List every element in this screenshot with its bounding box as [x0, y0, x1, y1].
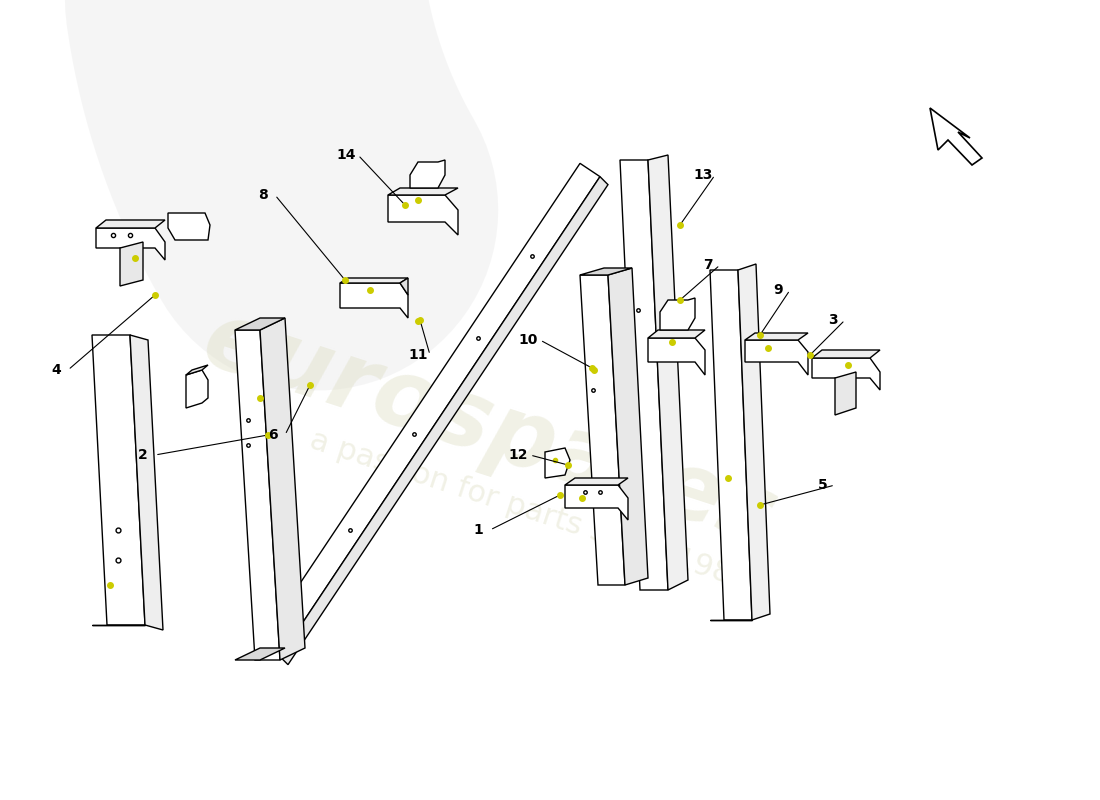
Text: 13: 13	[693, 168, 713, 182]
Polygon shape	[280, 177, 608, 665]
Polygon shape	[580, 268, 632, 275]
Polygon shape	[340, 278, 408, 283]
Polygon shape	[745, 340, 808, 375]
Polygon shape	[130, 335, 163, 630]
Polygon shape	[745, 333, 808, 340]
Polygon shape	[620, 160, 668, 590]
Text: 9: 9	[773, 283, 783, 297]
Polygon shape	[835, 372, 856, 415]
Polygon shape	[648, 338, 705, 375]
Polygon shape	[388, 188, 458, 195]
Polygon shape	[235, 318, 285, 330]
Polygon shape	[96, 220, 165, 228]
Polygon shape	[580, 275, 625, 585]
Text: 8: 8	[258, 188, 268, 202]
Polygon shape	[410, 160, 446, 188]
Polygon shape	[186, 370, 208, 408]
Text: 12: 12	[508, 448, 528, 462]
Text: 7: 7	[703, 258, 713, 272]
Polygon shape	[608, 268, 648, 585]
Polygon shape	[235, 648, 285, 660]
Text: 14: 14	[337, 148, 355, 162]
Polygon shape	[565, 485, 628, 520]
Text: 2: 2	[139, 448, 147, 462]
Polygon shape	[930, 108, 982, 165]
Text: 10: 10	[518, 333, 538, 347]
Text: 11: 11	[408, 348, 428, 362]
Polygon shape	[168, 213, 210, 240]
Polygon shape	[544, 448, 570, 478]
Polygon shape	[120, 242, 143, 286]
Text: 1: 1	[473, 523, 483, 537]
Polygon shape	[92, 335, 145, 625]
Text: a passion for parts since 1985: a passion for parts since 1985	[306, 425, 754, 595]
Text: 4: 4	[51, 363, 60, 377]
Polygon shape	[710, 270, 752, 620]
Polygon shape	[260, 163, 600, 657]
Text: 6: 6	[268, 428, 278, 442]
Polygon shape	[648, 330, 705, 338]
Polygon shape	[186, 365, 208, 375]
Polygon shape	[340, 283, 408, 318]
Polygon shape	[812, 350, 880, 358]
Polygon shape	[235, 330, 280, 660]
Polygon shape	[812, 358, 880, 390]
Polygon shape	[738, 264, 770, 620]
Polygon shape	[388, 195, 458, 235]
Polygon shape	[648, 155, 688, 590]
Text: 5: 5	[818, 478, 828, 492]
Text: 3: 3	[828, 313, 838, 327]
Polygon shape	[260, 318, 305, 660]
Polygon shape	[96, 228, 165, 260]
Text: eurospares: eurospares	[191, 294, 789, 566]
Polygon shape	[565, 478, 628, 485]
Polygon shape	[660, 298, 695, 330]
Polygon shape	[400, 278, 408, 295]
